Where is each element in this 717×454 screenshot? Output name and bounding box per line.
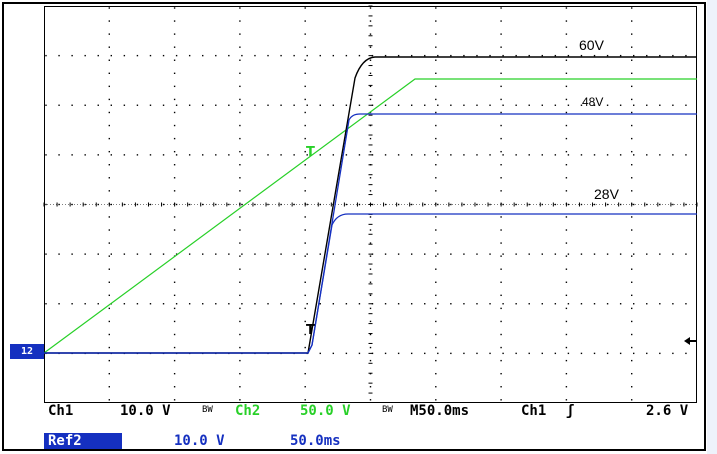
timebase: M50.0ms [410, 403, 470, 419]
annotation-48v: 48V [582, 95, 604, 109]
trigger-marker-black: T [306, 323, 315, 338]
trigger-source: Ch1 [521, 403, 547, 419]
right-edge-strip [707, 0, 717, 454]
ch2-label: Ch2 [235, 403, 261, 419]
trigger-level: 2.6 V [646, 403, 689, 419]
ch2-scale: 50.0 V [300, 403, 351, 419]
waveform-traces [43, 56, 697, 354]
ref-trace-blue-28v [44, 213, 697, 354]
ref2-scale: 10.0 V [174, 433, 225, 449]
trigger-marker-green: T [306, 145, 315, 160]
trigger-slope-icon: ʃ [566, 403, 575, 419]
graticule [43, 5, 698, 401]
ch1-bandwidth-icon: BW [202, 405, 213, 415]
ref-trace-blue-48v [44, 113, 697, 354]
ch2-bandwidth-icon: BW [382, 405, 393, 415]
ch1-label: Ch1 [48, 403, 74, 419]
ch1-scale: 10.0 V [120, 403, 171, 419]
ref2-badge: Ref2 [44, 433, 122, 449]
ch2-trace-green [43, 78, 697, 354]
oscilloscope-frame [2, 2, 706, 451]
ref2-timebase: 50.0ms [290, 433, 341, 449]
ch1-trace-black-60v [44, 56, 697, 354]
annotation-28v: 28V [594, 186, 619, 202]
channel-ground-marker: 12 [10, 344, 44, 359]
annotation-60v: 60V [579, 37, 604, 53]
